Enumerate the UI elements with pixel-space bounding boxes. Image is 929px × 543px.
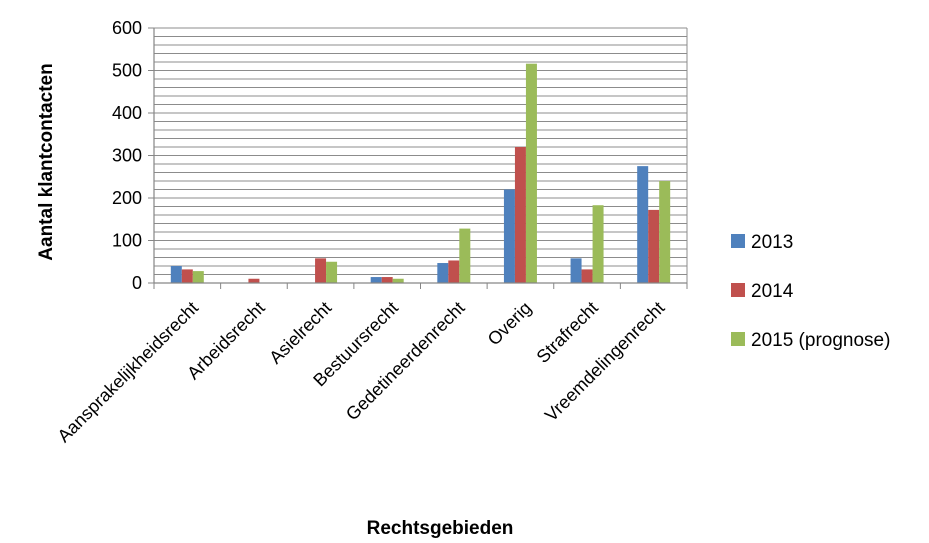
bar xyxy=(370,277,382,283)
bar xyxy=(459,228,471,283)
bar xyxy=(659,181,671,283)
x-tick-label: Strafrecht xyxy=(533,298,602,367)
bar xyxy=(525,63,537,284)
bar xyxy=(381,277,393,283)
bar xyxy=(170,266,182,283)
bar xyxy=(592,205,604,283)
bar xyxy=(581,269,593,283)
legend-label: 2015 (prognose) xyxy=(751,330,890,351)
y-tick-label: 300 xyxy=(112,146,142,166)
y-axis-title: Aantal klantcontacten xyxy=(36,63,57,260)
legend-swatch xyxy=(731,283,745,297)
y-tick-label: 100 xyxy=(112,231,142,251)
legend-swatch xyxy=(731,332,745,346)
x-tick-label: Vreemdelingenrecht xyxy=(541,298,669,426)
bar xyxy=(248,278,260,283)
y-tick-label: 200 xyxy=(112,188,142,208)
bar xyxy=(503,189,515,283)
x-tick-label: Asielrecht xyxy=(265,298,335,368)
x-tick-label: Aansprakelijkheidsrecht xyxy=(54,298,203,447)
gridlines xyxy=(154,27,688,283)
legend-label: 2014 xyxy=(751,281,794,302)
bar xyxy=(437,263,449,283)
bar xyxy=(192,271,204,283)
legend-label: 2013 xyxy=(751,232,793,253)
axes xyxy=(148,27,688,289)
x-tick-label: Overig xyxy=(484,298,536,350)
x-tick-label: Gedetineerdenrecht xyxy=(342,298,469,425)
y-tick-label: 600 xyxy=(112,18,142,38)
bar xyxy=(514,147,526,283)
y-tick-labels: 0 100 200 300 400 500 600 xyxy=(112,18,142,293)
bar xyxy=(181,269,193,283)
plot-area xyxy=(148,27,688,289)
bar xyxy=(315,258,327,283)
legend-swatch xyxy=(731,234,745,248)
bar xyxy=(648,209,660,283)
bar xyxy=(326,261,338,283)
bar xyxy=(637,166,649,283)
bar xyxy=(448,260,460,283)
y-tick-label: 400 xyxy=(112,103,142,123)
legend: 2013 2014 2015 (prognose) xyxy=(731,232,890,351)
bar xyxy=(392,278,404,283)
y-tick-label: 0 xyxy=(132,273,142,293)
x-tick-labels: AansprakelijkheidsrechtArbeidsrechtAsiel… xyxy=(54,298,669,447)
bars xyxy=(170,63,671,284)
bar xyxy=(570,258,582,283)
y-tick-label: 500 xyxy=(112,61,142,81)
x-axis-title: Rechtsgebieden xyxy=(367,518,514,539)
